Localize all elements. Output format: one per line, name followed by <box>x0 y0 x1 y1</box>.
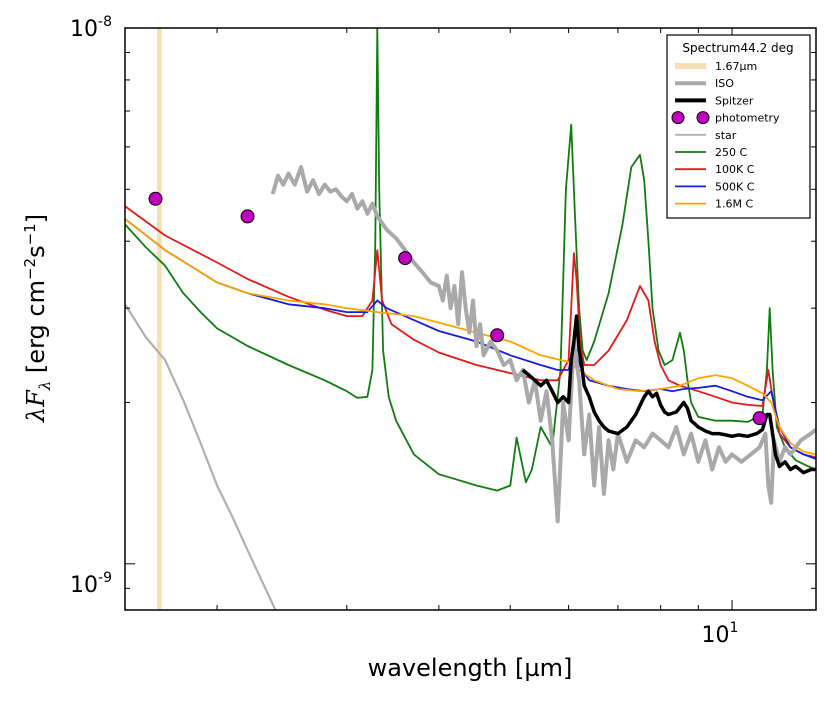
photometry-point <box>148 191 163 206</box>
legend-items: 1.67µm ISO Spitzer photometry star 250 C 100K … <box>671 60 780 211</box>
series-star <box>125 303 277 610</box>
x-axis-title: wavelength [µm] <box>368 654 573 682</box>
series-250-c <box>125 28 816 492</box>
y-tick-label-bottom: 10-9 <box>70 570 112 598</box>
y-tick-label-top: 10-8 <box>70 14 112 42</box>
legend-item-100k-c: 100K C <box>675 163 755 176</box>
series-iso <box>270 165 816 524</box>
legend-item-500k-c: 500K C <box>675 180 755 193</box>
legend-item-1-6m-c: 1.6M C <box>675 198 753 211</box>
series-1-6m-c <box>125 218 816 456</box>
photometry-point <box>752 411 767 426</box>
legend-label: 100K C <box>715 163 755 176</box>
legend-label: star <box>715 129 737 142</box>
legend-label: photometry <box>715 112 780 125</box>
legend-item-photometry: photometry <box>671 111 780 125</box>
legend-item-250-c: 250 C <box>675 146 747 159</box>
legend-item-1-67-m: 1.67µm <box>675 60 757 73</box>
axis-ticks <box>125 27 816 610</box>
legend: Spectrum44.2 deg 1.67µm ISO Spitzer photome… <box>666 34 811 219</box>
photometry-point <box>398 251 413 266</box>
legend-item-iso: ISO <box>675 77 734 90</box>
legend-marker <box>696 111 710 125</box>
legend-item-star: star <box>675 129 737 142</box>
legend-label: 500K C <box>715 180 755 193</box>
photometry-point <box>490 328 505 343</box>
legend-marker <box>671 111 685 125</box>
y-axis-title: λFλ [erg cm−2s−1] <box>21 214 54 423</box>
band-1-67-m <box>157 28 162 610</box>
x-tick-label-10: 101 <box>702 620 739 648</box>
legend-label: 1.67µm <box>715 60 757 73</box>
legend-label: Spitzer <box>715 94 754 107</box>
legend-item-spitzer: Spitzer <box>675 94 754 107</box>
legend-label: ISO <box>715 77 734 90</box>
legend-label: 1.6M C <box>715 198 753 211</box>
photometry-point <box>240 209 255 224</box>
legend-title: Spectrum44.2 deg <box>682 41 793 55</box>
plot-area <box>125 28 816 610</box>
plot-frame <box>124 27 817 611</box>
legend-label: 250 C <box>715 146 747 159</box>
series-spitzer <box>521 314 816 475</box>
